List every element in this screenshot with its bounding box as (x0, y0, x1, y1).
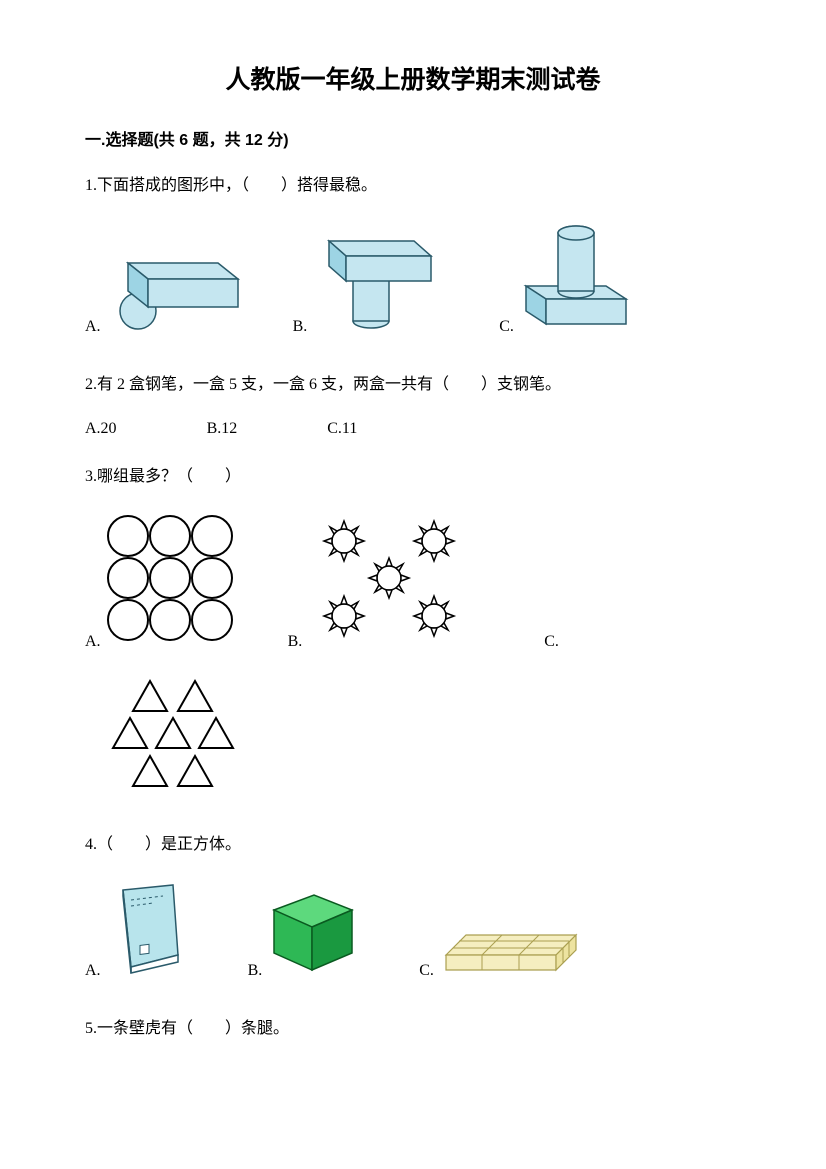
q3-figure-b (304, 511, 474, 651)
q3-label-b: B. (288, 633, 303, 651)
q2-options: A.20 B.12 C.11 (85, 420, 741, 438)
q3-option-c: C. (544, 633, 561, 651)
q3-option-b: B. (288, 511, 475, 651)
q1-option-b: B. (293, 231, 440, 336)
q2-option-b: B.12 (207, 420, 238, 438)
q3-text: 3.哪组最多？（ ） (85, 463, 741, 492)
section-1-header: 一.选择题(共 6 题，共 12 分) (85, 126, 741, 150)
q1-figure-b (309, 231, 439, 336)
q1-label-b: B. (293, 318, 308, 336)
q4-label-c: C. (419, 962, 434, 980)
q1-label-a: A. (85, 318, 101, 336)
q4-figure-b (264, 885, 359, 980)
q4-text: 4.（ ）是正方体。 (85, 831, 741, 860)
q1-options: A. B. C. (85, 221, 741, 336)
q4-label-a: A. (85, 962, 101, 980)
q3-figure-a (103, 511, 238, 651)
q1-figure-c (516, 221, 636, 336)
q4-label-b: B. (248, 962, 263, 980)
q3-label-c: C. (544, 633, 559, 651)
q1-label-c: C. (499, 318, 514, 336)
q4-figure-c (436, 910, 586, 980)
q5-text: 5.一条壁虎有（ ）条腿。 (85, 1015, 741, 1044)
q1-option-c: C. (499, 221, 636, 336)
q1-option-a: A. (85, 241, 243, 336)
q4-options: A. B. C. (85, 880, 741, 980)
exam-title: 人教版一年级上册数学期末测试卷 (85, 60, 741, 96)
q4-option-b: B. (248, 885, 360, 980)
q3-option-a: A. (85, 511, 238, 651)
q2-option-c: C.11 (327, 420, 357, 438)
q3-figure-c (100, 676, 741, 801)
q4-option-a: A. (85, 880, 188, 980)
q3-options: A. B. (85, 511, 741, 661)
q4-option-c: C. (419, 910, 586, 980)
q1-text: 1.下面搭成的图形中，（ ）搭得最稳。 (85, 172, 741, 201)
q3-label-a: A. (85, 633, 101, 651)
q1-figure-a (103, 241, 243, 336)
q2-option-a: A.20 (85, 420, 117, 438)
q2-text: 2.有 2 盒钢笔，一盒 5 支，一盒 6 支，两盒一共有（ ）支钢笔。 (85, 371, 741, 400)
q4-figure-a (103, 880, 188, 980)
